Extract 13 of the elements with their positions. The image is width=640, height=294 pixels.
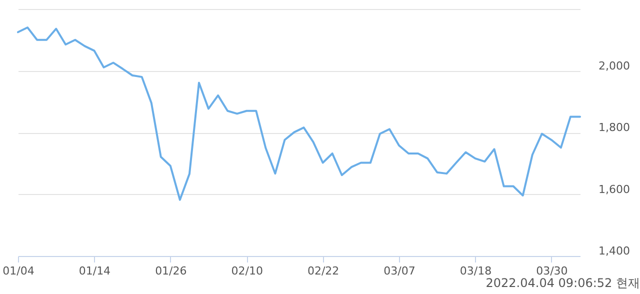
- text: 2022.04.04 09:06:52 현재: [486, 276, 640, 290]
- x-tick-label: 01/14: [78, 264, 111, 278]
- y-tick-label: 1,600: [598, 182, 630, 196]
- x-tick-label: 03/18: [460, 264, 492, 278]
- x-tick-label: 01/04: [2, 264, 34, 278]
- x-tick-label: 02/10: [231, 264, 263, 278]
- y-tick-label: 2,000: [598, 59, 630, 72]
- y-tick-label: 1,400: [598, 244, 630, 258]
- x-tick-label: 02/22: [307, 264, 340, 278]
- x-tick-label: 03/07: [384, 264, 416, 278]
- x-tick-label: 01/26: [155, 264, 187, 278]
- x-tick-label: 03/30: [536, 264, 568, 278]
- y-tick-label: 1,800: [598, 121, 630, 134]
